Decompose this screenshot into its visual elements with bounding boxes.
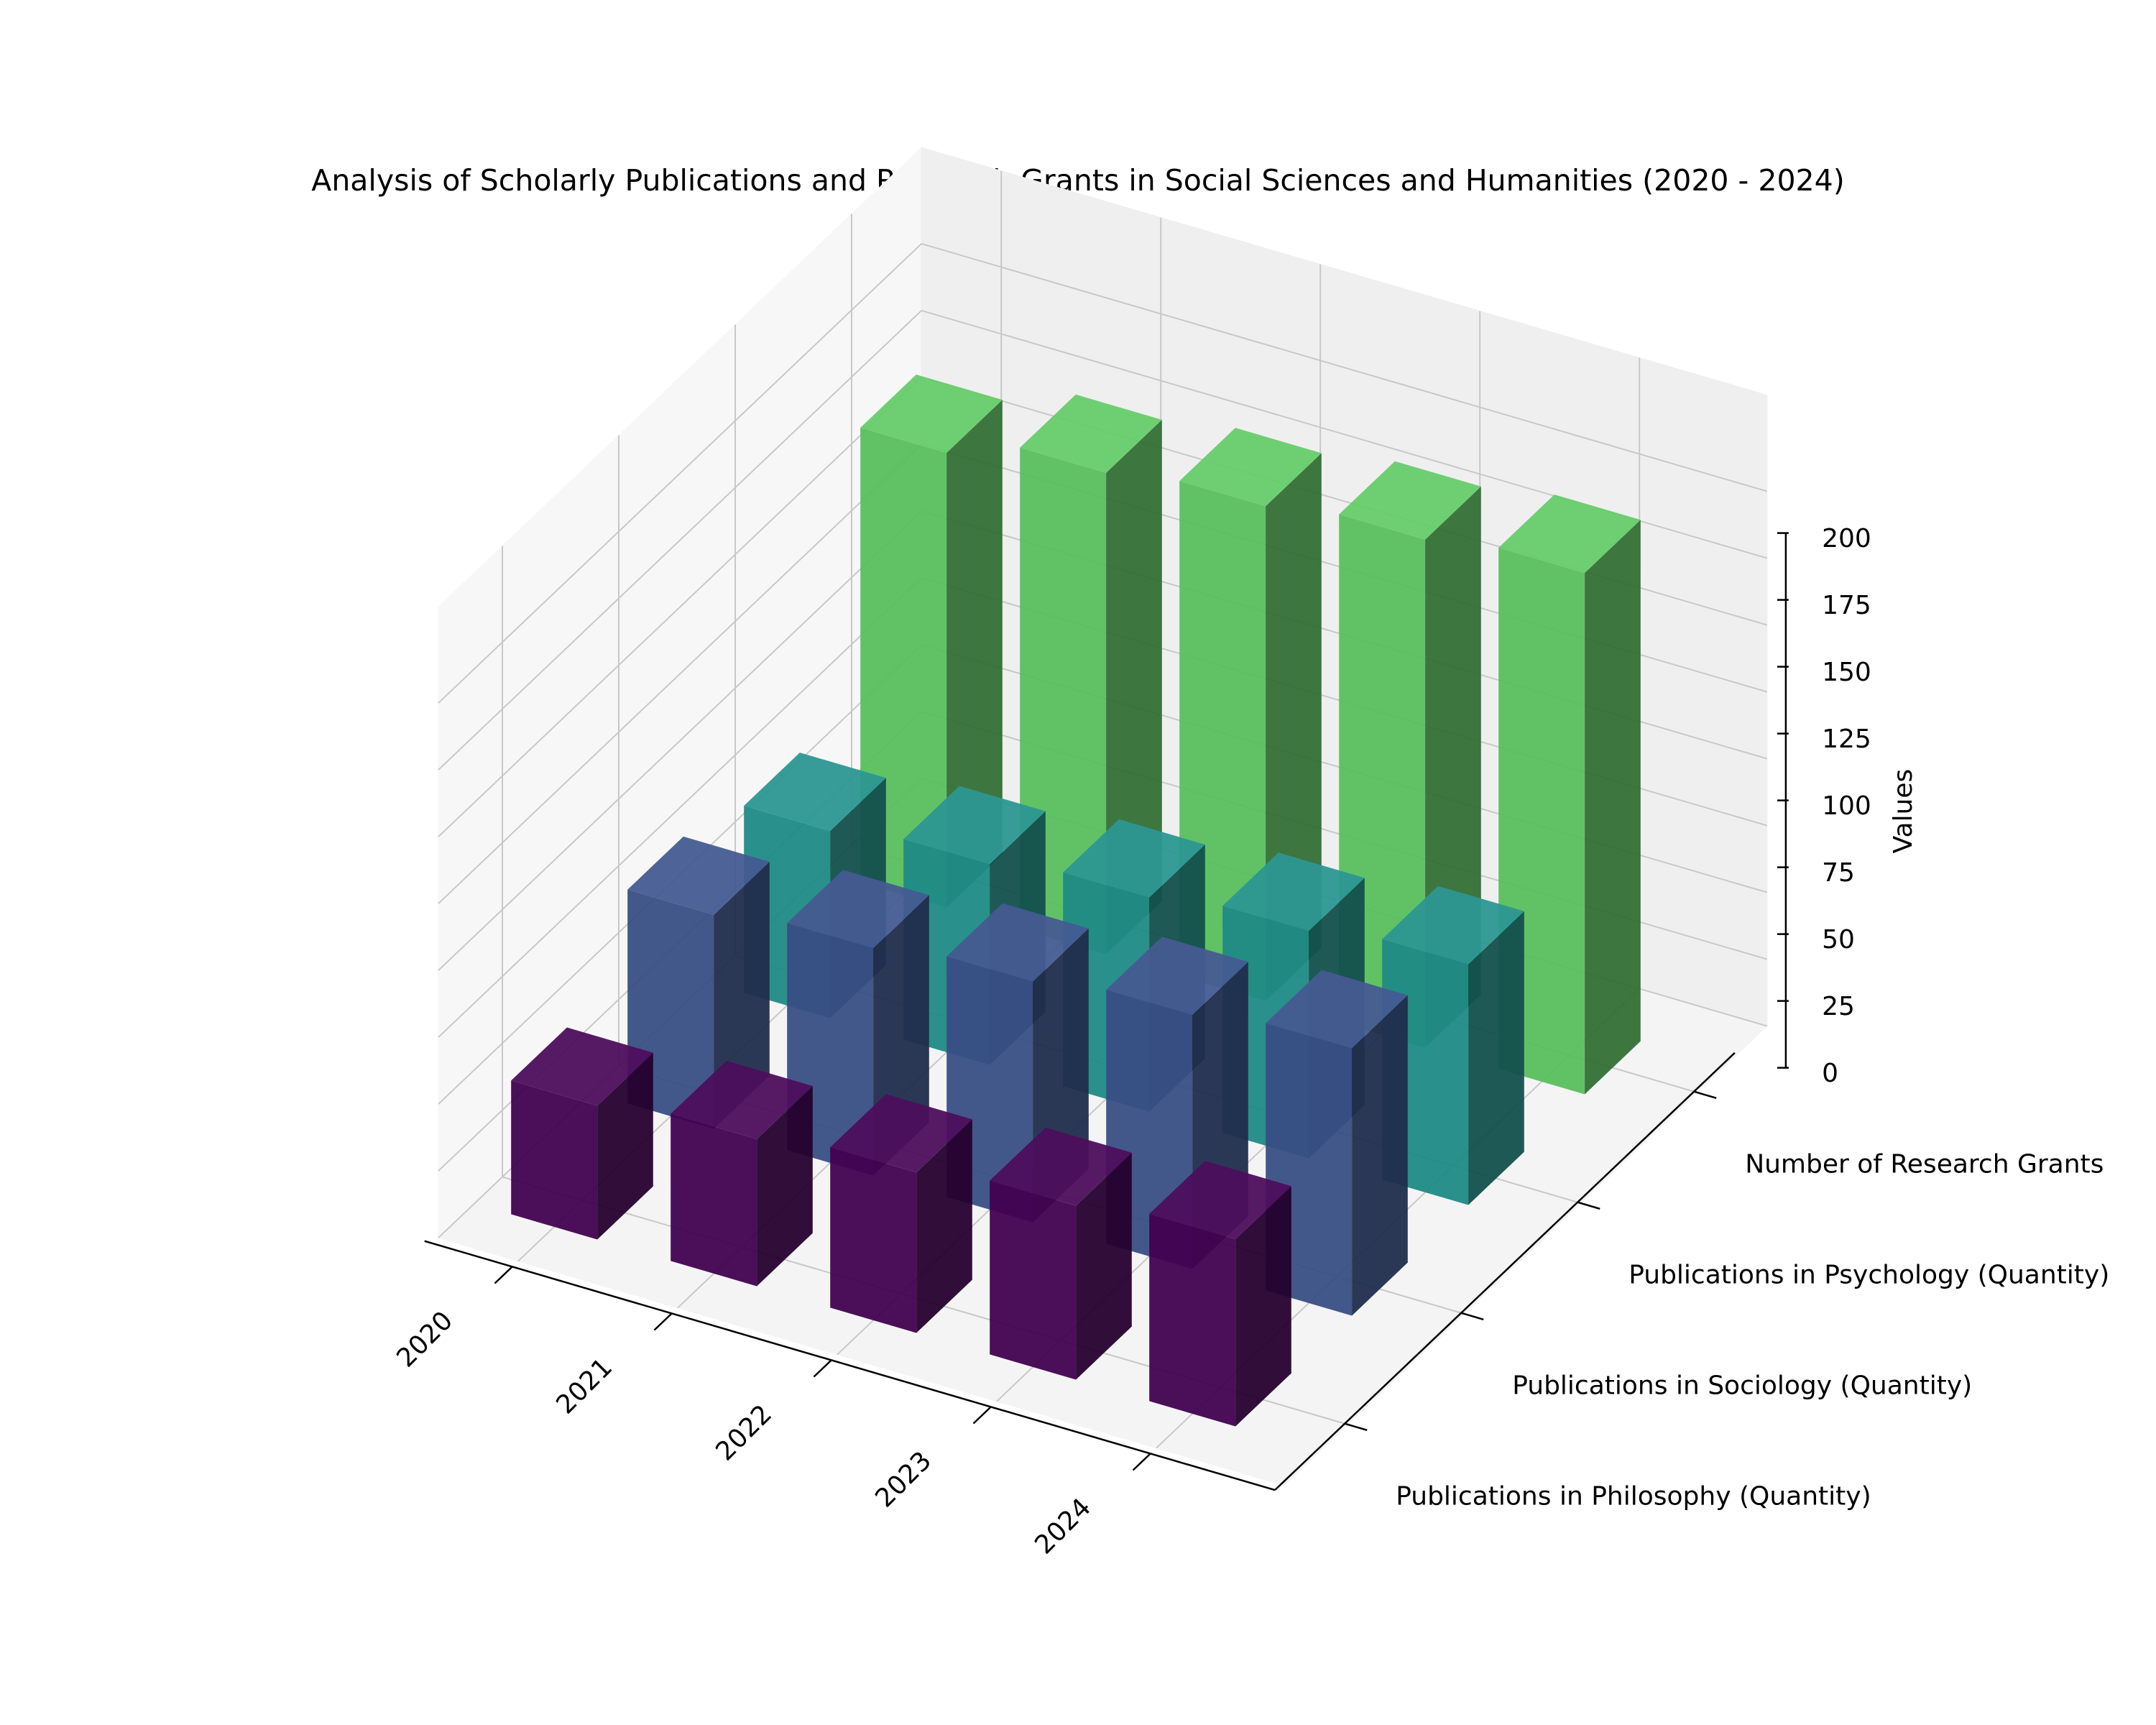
- bar-publications-in-philosophy-quantity--2024: [1149, 1161, 1291, 1427]
- bar-top-face: [860, 374, 1003, 454]
- gridline-z: [438, 309, 1768, 770]
- bar-top-face: [1020, 394, 1162, 473]
- z-tick-labels: 0 25 50 75 100 125 150 175 200: [1777, 524, 1871, 1088]
- y-tick-labels: Publications in Philosophy (Quantity) Pub…: [1344, 1090, 2109, 1512]
- bars: [511, 374, 1641, 1427]
- bar-front-face: [990, 1180, 1077, 1380]
- bar-top-face: [1222, 852, 1365, 932]
- y-tick-mark: [1344, 1422, 1368, 1431]
- x-tick-label: 2021: [550, 1353, 618, 1420]
- bar-front-face: [830, 1147, 917, 1333]
- x-tick-label: 2023: [870, 1446, 937, 1514]
- bar-top-face: [744, 753, 886, 832]
- bar-top-face: [671, 1060, 813, 1139]
- z-axis-label: Values: [1889, 769, 1918, 854]
- x-tick-mark: [813, 1359, 832, 1378]
- bar-side-face: [1468, 911, 1524, 1205]
- bar-top-face: [1382, 886, 1524, 965]
- bar-publications-in-philosophy-quantity--2021: [671, 1060, 813, 1287]
- bar-top-face: [1106, 937, 1248, 1016]
- bar-side-face: [1585, 520, 1641, 1095]
- z-tick-label: 75: [1822, 858, 1855, 888]
- bar-top-face: [903, 786, 1046, 865]
- z-tick-label: 50: [1822, 925, 1855, 954]
- bar-publications-in-philosophy-quantity--2020: [511, 1027, 653, 1240]
- x-tick-mark: [972, 1406, 992, 1425]
- bar-top-face: [1179, 428, 1322, 507]
- z-tick-label: 125: [1822, 724, 1871, 754]
- bar-side-face: [1352, 995, 1408, 1316]
- bar-top-face: [946, 903, 1089, 982]
- bar-top-face: [1498, 494, 1641, 574]
- bar-front-face: [671, 1113, 757, 1287]
- bar-top-face: [627, 836, 770, 915]
- y-tick-mark: [1460, 1312, 1484, 1320]
- bar-side-face: [757, 1086, 813, 1287]
- z-tick-label: 150: [1822, 658, 1871, 687]
- z-tick-label: 200: [1822, 524, 1871, 553]
- x-tick-label: 2024: [1029, 1493, 1097, 1560]
- x-tick-label: 2020: [391, 1306, 459, 1374]
- bar-top-face: [1266, 970, 1408, 1049]
- z-tick-label: 0: [1822, 1059, 1838, 1088]
- bar-publications-in-philosophy-quantity--2023: [990, 1127, 1132, 1380]
- bar-side-face: [1076, 1152, 1132, 1380]
- bar-publications-in-sociology-quantity--2024: [1266, 970, 1408, 1316]
- z-tick-label: 175: [1822, 591, 1871, 620]
- bar-side-face: [597, 1052, 653, 1240]
- bar-top-face: [511, 1027, 653, 1106]
- y-tick-mark: [1577, 1201, 1600, 1210]
- bar-top-face: [990, 1127, 1132, 1206]
- bar-top-face: [787, 870, 929, 949]
- chart-title: Analysis of Scholarly Publications and R…: [311, 163, 1844, 198]
- x-tick-mark: [653, 1312, 673, 1331]
- y-tick-label: Publications in Sociology (Quantity): [1512, 1371, 1972, 1401]
- x-tick-label: 2022: [710, 1399, 778, 1467]
- x-tick-mark: [494, 1266, 513, 1284]
- z-tick-label: 100: [1822, 791, 1871, 821]
- bar-top-face: [830, 1094, 972, 1173]
- bar-side-face: [916, 1119, 972, 1333]
- y-axis-line: [1274, 1052, 1736, 1491]
- y-tick-label: Publications in Philosophy (Quantity): [1396, 1482, 1871, 1512]
- y-tick-label: Publications in Psychology (Quantity): [1628, 1261, 2109, 1290]
- bar-front-face: [511, 1080, 598, 1240]
- bar-publications-in-philosophy-quantity--2022: [830, 1094, 972, 1333]
- y-tick-mark: [1693, 1090, 1717, 1099]
- x-tick-mark: [1132, 1453, 1151, 1471]
- gridline-z: [438, 242, 1768, 704]
- bar-side-face: [946, 400, 1003, 908]
- bar-side-face: [1235, 1186, 1291, 1427]
- bar-front-face: [1149, 1214, 1236, 1427]
- x-axis-line: [424, 1240, 1276, 1491]
- bar-top-face: [1063, 819, 1205, 898]
- z-tick-label: 25: [1822, 992, 1855, 1021]
- bar-top-face: [1339, 461, 1481, 540]
- y-tick-label: Number of Research Grants: [1745, 1150, 2104, 1179]
- bar-top-face: [1149, 1161, 1291, 1240]
